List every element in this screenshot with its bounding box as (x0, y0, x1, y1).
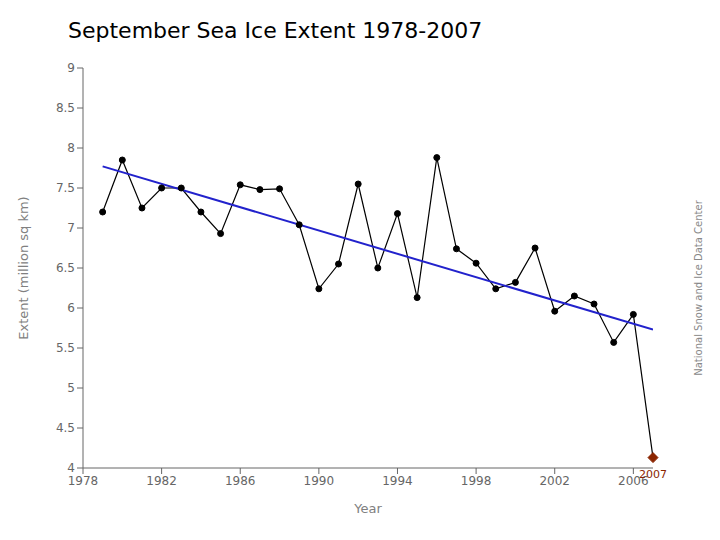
svg-text:9: 9 (67, 61, 75, 75)
svg-text:4.5: 4.5 (56, 421, 75, 435)
svg-text:5: 5 (67, 381, 75, 395)
svg-text:7.5: 7.5 (56, 181, 75, 195)
svg-text:Year: Year (353, 501, 382, 516)
svg-text:2002: 2002 (539, 474, 570, 488)
svg-text:1986: 1986 (225, 474, 256, 488)
svg-text:6: 6 (67, 301, 75, 315)
svg-text:4: 4 (67, 461, 75, 475)
html-text:National Snow and Ice Data Cen: National Snow and Ice Data Center (692, 200, 704, 376)
svg-text:1982: 1982 (146, 474, 177, 488)
svg-text:2006: 2006 (618, 473, 649, 488)
svg-text:1998: 1998 (461, 474, 492, 488)
svg-text:1990: 1990 (304, 474, 335, 488)
svg-text:5.5: 5.5 (56, 341, 75, 355)
svg-text:8: 8 (67, 141, 75, 155)
svg-text:8.5: 8.5 (56, 101, 75, 115)
svg-text:6.5: 6.5 (56, 261, 75, 275)
html-text:September Sea Ice Extent 1978-: September Sea Ice Extent 1978-2007 (68, 18, 483, 43)
svg-text:Extent (million sq km): Extent (million sq km) (16, 196, 31, 339)
svg-text:2007: 2007 (639, 468, 667, 481)
svg-text:1978: 1978 (68, 474, 99, 488)
svg-text:1994: 1994 (382, 474, 413, 488)
svg-text:7: 7 (67, 221, 75, 235)
